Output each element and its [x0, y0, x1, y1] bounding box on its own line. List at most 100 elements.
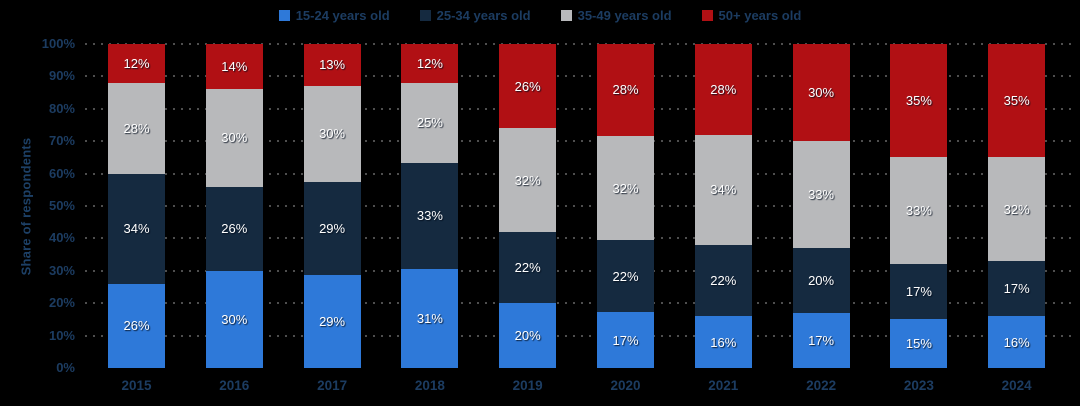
bar-segment: 29%	[303, 181, 361, 275]
x-axis-label: 2023	[903, 378, 934, 393]
bar-segment: 17%	[792, 312, 850, 368]
bar-value-label: 20%	[808, 273, 835, 289]
bar-segment: 34%	[108, 173, 165, 284]
bar-segment: 34%	[694, 134, 752, 245]
bar-2021: 16% 22% 34% 28%	[694, 44, 752, 368]
bar-segment: 32%	[988, 157, 1046, 262]
bar-2019: 20% 22% 32% 26%	[499, 44, 557, 368]
y-tick-label: 100%	[41, 36, 75, 51]
gridline	[85, 269, 1072, 272]
bar-segment: 29%	[303, 274, 361, 368]
bar-segment: 28%	[108, 82, 165, 174]
bar-value-label: 17%	[1003, 281, 1030, 297]
bar-value-label: 20%	[514, 328, 541, 344]
bar-value-label: 34%	[710, 182, 737, 198]
bar-segment: 17%	[597, 312, 654, 368]
bar-segment: 33%	[890, 157, 948, 265]
legend-swatch-icon	[419, 10, 431, 21]
x-axis-label: 2019	[512, 378, 543, 393]
legend-item-label: 50+ years old	[718, 8, 802, 23]
bar-value-label: 33%	[416, 208, 443, 224]
bar-value-label: 28%	[612, 82, 639, 98]
bar-value-label: 31%	[416, 310, 443, 326]
gridline	[85, 334, 1072, 337]
bar-value-label: 26%	[514, 78, 541, 94]
x-axis-label: 2015	[121, 378, 152, 393]
bar-value-label: 12%	[123, 55, 150, 71]
gridline	[85, 43, 1072, 45]
bar-2024: 16% 17% 32% 35%	[988, 44, 1046, 368]
bar-value-label: 35%	[905, 93, 932, 109]
y-tick-label: 80%	[48, 100, 75, 116]
gridline	[85, 140, 1072, 143]
legend-item: 15-24 years old	[278, 8, 390, 23]
bar-value-label: 22%	[710, 273, 737, 289]
x-axis-label: 2024	[1001, 378, 1032, 393]
bar-segment: 35%	[890, 44, 948, 158]
gridline	[85, 205, 1072, 207]
bar-segment: 28%	[694, 44, 752, 135]
bar-segment: 33%	[792, 141, 850, 249]
bar-value-label: 28%	[710, 81, 737, 97]
x-axis-label: 2021	[708, 378, 739, 393]
bar-segment: 12%	[401, 44, 459, 83]
bar-segment: 22%	[694, 244, 752, 317]
y-tick-label: 60%	[48, 165, 75, 181]
y-tick-label: 20%	[48, 295, 75, 311]
bar-value-label: 16%	[1003, 334, 1030, 350]
bar-value-label: 17%	[905, 284, 932, 300]
bar-2020: 17% 22% 32% 28%	[597, 44, 654, 368]
bar-value-label: 17%	[612, 332, 639, 348]
bar-segment: 26%	[499, 44, 557, 129]
legend-item: 25-34 years old	[419, 8, 531, 23]
bar-value-label: 22%	[514, 260, 541, 276]
bar-segment: 26%	[205, 186, 263, 271]
bar-value-label: 30%	[319, 126, 346, 142]
bar-segment: 30%	[205, 270, 263, 368]
bar-segment: 22%	[597, 240, 654, 313]
bar-value-label: 15%	[905, 336, 932, 352]
x-axis-label: 2022	[806, 378, 837, 393]
bar-value-label: 32%	[514, 172, 541, 188]
bar-value-label: 14%	[221, 59, 248, 75]
bar-segment: 17%	[988, 261, 1046, 317]
legend-item-label: 15-24 years old	[295, 8, 390, 23]
y-tick-label: 50%	[48, 198, 75, 213]
bar-segment: 30%	[205, 89, 263, 187]
bar-value-label: 35%	[1003, 93, 1030, 109]
plot-area: 26% 34% 28% 12% 2015 30% 26% 30% 14% 2016 29% 29% 30…	[85, 43, 1075, 393]
bar-value-label: 30%	[221, 311, 248, 327]
bar-value-label: 33%	[905, 203, 932, 219]
bar-value-label: 34%	[123, 221, 150, 237]
gridline	[85, 237, 1072, 240]
y-tick-label: 0%	[56, 360, 75, 375]
bar-segment: 14%	[205, 44, 263, 90]
gridline	[85, 172, 1072, 175]
legend-item-label: 25-34 years old	[436, 8, 531, 23]
bar-value-label: 30%	[221, 130, 248, 146]
bar-segment: 30%	[303, 85, 361, 182]
bar-segment: 12%	[108, 44, 165, 83]
bar-value-label: 29%	[319, 313, 346, 329]
bar-2016: 30% 26% 30% 14%	[205, 44, 263, 368]
bar-segment: 22%	[499, 231, 557, 304]
bar-value-label: 12%	[416, 55, 443, 71]
bar-segment: 20%	[499, 303, 557, 368]
bar-2022: 17% 20% 33% 30%	[792, 44, 850, 368]
bar-segment: 16%	[988, 316, 1046, 368]
legend-swatch-icon	[701, 10, 713, 21]
bar-value-label: 25%	[416, 115, 443, 131]
gridline	[85, 75, 1072, 78]
legend-swatch-icon	[560, 10, 572, 21]
gridline	[85, 302, 1072, 305]
bar-value-label: 32%	[612, 180, 639, 196]
legend-item: 35-49 years old	[560, 8, 672, 23]
bar-2018: 31% 33% 25% 12%	[401, 44, 459, 368]
y-tick-label: 10%	[48, 327, 75, 343]
y-tick-label: 40%	[48, 230, 75, 246]
legend-item-label: 35-49 years old	[577, 8, 672, 23]
bar-2023: 15% 17% 33% 35%	[890, 44, 948, 368]
bar-segment: 32%	[499, 128, 557, 232]
bar-segment: 31%	[401, 268, 459, 368]
